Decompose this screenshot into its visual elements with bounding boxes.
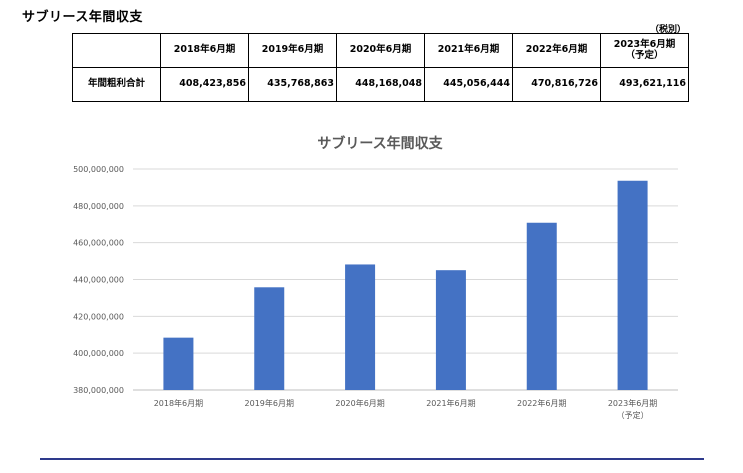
- table-column-header: 2021年6月期: [424, 33, 513, 68]
- table-row: 年間粗利合計 408,423,856 435,768,863 448,168,0…: [72, 67, 689, 102]
- table-row-label: 年間粗利合計: [72, 67, 161, 102]
- bar: [435, 270, 466, 390]
- x-tick-label: （予定）: [617, 410, 649, 420]
- summary-table: 2018年6月期 2019年6月期 2020年6月期 2021年6月期 2022…: [72, 33, 689, 102]
- table-cell: 435,768,863: [248, 67, 337, 102]
- footer-divider: [40, 458, 704, 460]
- table-cell: 470,816,726: [512, 67, 601, 102]
- table-column-header: 2022年6月期: [512, 33, 601, 68]
- x-tick-label: 2018年6月期: [154, 398, 203, 408]
- bar: [526, 222, 557, 390]
- table-cell: 448,168,048: [336, 67, 425, 102]
- y-tick-label: 380,000,000: [73, 386, 124, 395]
- bar: [617, 180, 648, 390]
- x-axis-tick-labels: 2018年6月期 2019年6月期 2020年6月期 2021年6月期 2022年6月期…: [154, 398, 658, 420]
- table-cell: 493,621,116: [600, 67, 689, 102]
- tax-note: （税別）: [650, 25, 687, 35]
- x-tick-label: 2021年6月期: [426, 398, 475, 408]
- table-corner-cell: [72, 33, 161, 68]
- table-column-header: 2023年6月期 （予定）: [600, 33, 689, 68]
- chart-title: サブリース年間収支: [317, 135, 443, 152]
- chart-gridlines: [133, 168, 678, 391]
- table-cell: 408,423,856: [160, 67, 249, 102]
- y-tick-label: 400,000,000: [73, 349, 124, 358]
- y-tick-label: 440,000,000: [73, 276, 124, 285]
- chart-bars: [163, 180, 648, 390]
- bar: [345, 264, 376, 390]
- table-column-header: 2018年6月期: [160, 33, 249, 68]
- page-title: サブリース年間収支: [22, 10, 143, 25]
- x-tick-label: 2023年6月期: [608, 398, 657, 408]
- y-tick-label: 460,000,000: [73, 239, 124, 248]
- table-column-header: 2019年6月期: [248, 33, 337, 68]
- x-tick-label: 2022年6月期: [517, 398, 566, 408]
- bar-chart-svg: サブリース年間収支 380,000,000 400,000,000 420,000,…: [73, 135, 678, 420]
- bar: [254, 287, 285, 390]
- bar-chart: サブリース年間収支 380,000,000 400,000,000 420,000,…: [0, 120, 743, 440]
- x-tick-label: 2019年6月期: [245, 398, 294, 408]
- x-tick-label: 2020年6月期: [335, 398, 384, 408]
- y-axis-tick-labels: 380,000,000 400,000,000 420,000,000 440,000…: [73, 165, 124, 395]
- table-column-header: 2020年6月期: [336, 33, 425, 68]
- table-cell: 445,056,444: [424, 67, 513, 102]
- bar: [163, 337, 194, 390]
- table-header-row: 2018年6月期 2019年6月期 2020年6月期 2021年6月期 2022…: [72, 33, 689, 68]
- y-tick-label: 420,000,000: [73, 312, 124, 321]
- y-tick-label: 500,000,000: [73, 165, 124, 174]
- y-tick-label: 480,000,000: [73, 202, 124, 211]
